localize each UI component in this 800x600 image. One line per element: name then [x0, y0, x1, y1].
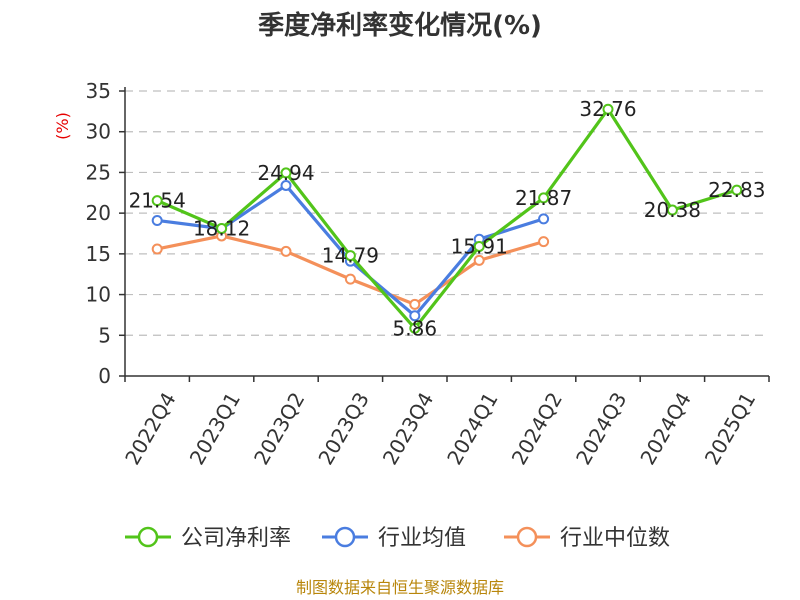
y-tick-label: 35 [86, 79, 111, 103]
data-point [151, 214, 163, 226]
data-label: 22.83 [708, 178, 765, 202]
legend: 公司净利率 行业均值 行业中位数 [125, 526, 670, 551]
data-point [731, 184, 743, 196]
x-tick-label: 2024Q4 [635, 388, 695, 469]
data-point [151, 195, 163, 207]
x-tick-label: 2023Q1 [185, 388, 245, 469]
data-point [280, 245, 292, 257]
data-point [344, 250, 356, 262]
legend-label: 公司净利率 [181, 526, 291, 551]
y-tick-label: 15 [86, 242, 111, 266]
data-label: 32.76 [579, 97, 636, 121]
data-point [344, 273, 356, 285]
y-tick-label: 30 [86, 120, 111, 144]
data-point [409, 322, 421, 334]
legend-item: 行业均值 [322, 526, 466, 551]
data-point [151, 243, 163, 255]
data-label: 21.54 [129, 189, 186, 213]
data-label: 5.86 [393, 316, 438, 340]
x-tick-label: 2024Q3 [571, 388, 631, 469]
series-line [156, 107, 738, 330]
data-point [409, 310, 421, 322]
data-point [216, 222, 228, 234]
x-tick-label: 2023Q3 [313, 388, 373, 469]
data-label: 20.38 [644, 198, 701, 222]
data-point [538, 213, 550, 225]
legend-item: 行业中位数 [504, 526, 670, 551]
x-tick-label: 2023Q2 [249, 388, 309, 469]
data-label: 24.94 [257, 161, 314, 185]
y-tick-label: 5 [98, 323, 111, 347]
x-tick-label: 2023Q4 [378, 388, 438, 469]
data-label: 21.87 [515, 186, 572, 210]
series-layer [151, 103, 743, 334]
source-note: 制图数据来自恒生聚源数据库 [296, 578, 504, 597]
data-point [409, 298, 421, 310]
legend-marker [334, 526, 356, 548]
data-point [280, 179, 292, 191]
y-tick-label: 25 [86, 160, 111, 184]
data-point [538, 192, 550, 204]
x-tick-label: 2022Q4 [120, 388, 180, 469]
data-labels: 21.54 18.12 24.94 14.79 5.86 15.91 21.87 32.76 2… [129, 97, 766, 340]
y-axis-label: (%) [53, 112, 72, 140]
y-tick-label: 20 [86, 201, 111, 225]
legend-label: 行业均值 [378, 526, 466, 551]
data-label: 14.79 [322, 244, 379, 268]
y-tick-label: 0 [98, 364, 111, 388]
data-point [538, 236, 550, 248]
legend-item: 公司净利率 [125, 526, 291, 551]
series-0 [151, 103, 743, 334]
x-tick-label: 2025Q1 [700, 388, 760, 469]
data-point [473, 254, 485, 266]
series-2 [151, 230, 550, 310]
legend-marker [516, 526, 538, 548]
data-point [280, 167, 292, 179]
legend-label: 行业中位数 [560, 526, 670, 551]
data-point [666, 204, 678, 216]
grid-lines [125, 90, 769, 336]
data-point [602, 103, 614, 115]
chart-title: 季度净利率变化情况(%) [258, 10, 542, 41]
x-tick-label: 2024Q1 [442, 388, 502, 469]
y-tick-label: 10 [86, 283, 111, 307]
data-point [473, 240, 485, 252]
x-tick-label: 2024Q2 [507, 388, 567, 469]
legend-marker [137, 526, 159, 548]
data-label: 18.12 [193, 216, 250, 240]
data-label: 15.91 [451, 234, 508, 258]
